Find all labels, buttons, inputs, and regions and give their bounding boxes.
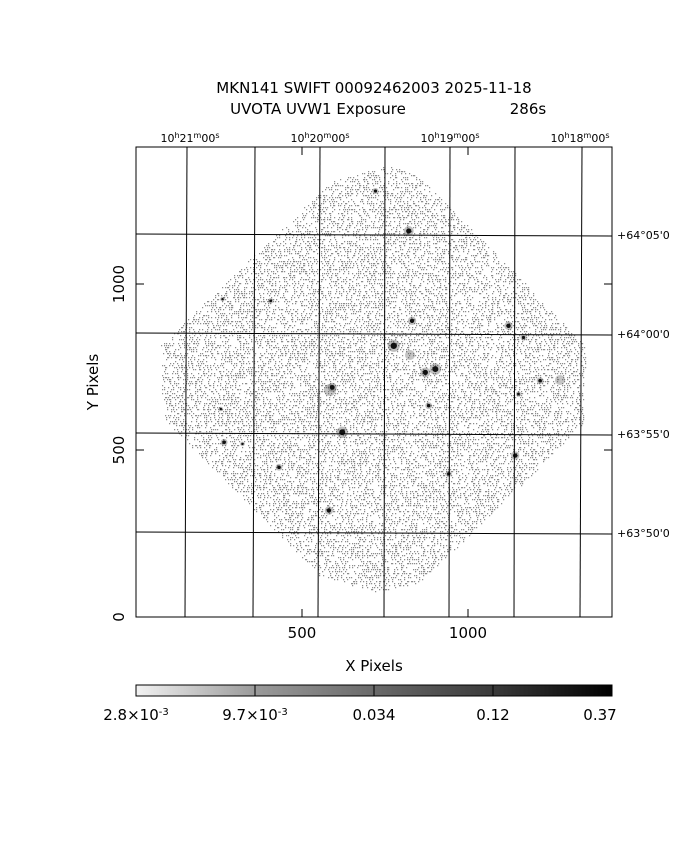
point-source <box>538 378 542 383</box>
ra-label: 10h20m00s <box>290 131 349 146</box>
ra-grid-line <box>184 146 188 618</box>
wcs-grid <box>135 146 613 618</box>
point-source <box>241 442 244 446</box>
point-source <box>269 299 273 303</box>
pixel-ticks <box>136 147 612 617</box>
colorbar-labels: 2.8×10-3 9.7×10-3 0.034 0.12 0.37 <box>103 706 616 724</box>
dec-grid-line <box>135 531 613 535</box>
image-noise <box>161 167 587 593</box>
colorbar-label: 0.12 <box>476 706 509 724</box>
point-source <box>326 508 332 513</box>
x-axis-label: X Pixels <box>345 657 403 675</box>
point-source <box>219 407 223 411</box>
ra-grid-line <box>448 146 451 618</box>
ra-label: 10h19m00s <box>420 131 479 146</box>
ra-label: 10h21m00s <box>160 131 219 146</box>
point-source <box>277 465 281 470</box>
ra-labels: 10h21m00s 10h20m00s 10h19m00s 10h18m00s <box>160 131 609 146</box>
extended-source <box>405 350 415 360</box>
dec-labels: +64°05'0 +64°00'0 +63°55'0 +63°50'0 <box>617 229 670 540</box>
ra-label: 10h18m00s <box>550 131 609 146</box>
colorbar-label: 0.37 <box>583 706 616 724</box>
point-source <box>339 429 346 436</box>
dec-label: +64°00'0 <box>617 328 670 341</box>
title-line2-value: 286s <box>510 100 547 118</box>
ra-grid-line <box>579 146 583 618</box>
point-source <box>432 366 439 373</box>
x-tick-label: 500 <box>288 624 317 642</box>
y-tick-label: 500 <box>110 436 128 465</box>
point-source <box>506 323 511 328</box>
extended-source <box>555 375 565 385</box>
dec-label: +63°55'0 <box>617 428 670 441</box>
y-tick-label: 1000 <box>110 265 128 303</box>
ra-grid-line <box>383 146 386 618</box>
point-source <box>373 189 378 193</box>
ra-grid-line <box>513 146 516 618</box>
point-source <box>222 440 226 445</box>
point-source <box>422 369 428 375</box>
colorbar-label: 0.034 <box>353 706 396 724</box>
ra-grid-line <box>252 146 256 618</box>
colorbar-ticks <box>254 685 494 696</box>
plot-frame <box>135 146 613 618</box>
colorbar-label: 9.7×10-3 <box>222 706 288 724</box>
title-line2-label: UVOTA UVW1 Exposure <box>230 100 406 118</box>
y-tick-label: 0 <box>110 612 128 622</box>
point-source <box>517 392 520 396</box>
dec-grid-line <box>135 233 613 237</box>
point-source <box>521 335 526 340</box>
dec-grid-line <box>135 332 613 336</box>
point-source <box>221 297 224 301</box>
x-tick-label: 1000 <box>449 624 487 642</box>
point-source <box>409 318 415 324</box>
point-source <box>329 384 335 390</box>
ra-grid-line <box>317 146 321 618</box>
point-source <box>426 403 431 408</box>
point-source <box>406 228 412 234</box>
dec-grid-line <box>135 432 613 436</box>
colorbar-label: 2.8×10-3 <box>103 706 169 724</box>
dec-label: +64°05'0 <box>617 229 670 242</box>
dec-label: +63°50'0 <box>617 527 670 540</box>
exposure-image <box>161 167 587 593</box>
point-source <box>390 342 397 349</box>
point-source <box>512 453 518 458</box>
title-line1: MKN141 SWIFT 00092462003 2025-11-18 <box>216 79 531 97</box>
y-axis-label: Y Pixels <box>84 354 102 412</box>
